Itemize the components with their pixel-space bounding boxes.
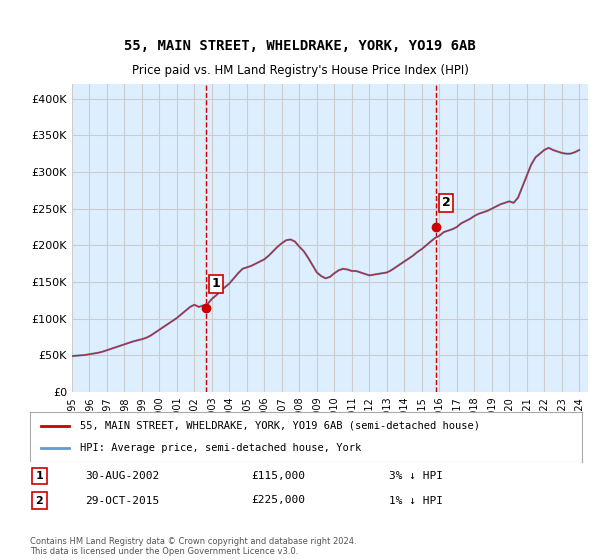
Text: 55, MAIN STREET, WHELDRAKE, YORK, YO19 6AB (semi-detached house): 55, MAIN STREET, WHELDRAKE, YORK, YO19 6… [80,421,479,431]
Text: HPI: Average price, semi-detached house, York: HPI: Average price, semi-detached house,… [80,443,361,453]
Text: 1% ↓ HPI: 1% ↓ HPI [389,496,443,506]
Text: 1: 1 [35,471,43,481]
Text: Price paid vs. HM Land Registry's House Price Index (HPI): Price paid vs. HM Land Registry's House … [131,64,469,77]
Text: Contains HM Land Registry data © Crown copyright and database right 2024.: Contains HM Land Registry data © Crown c… [30,537,356,546]
Text: 30-AUG-2002: 30-AUG-2002 [85,471,160,481]
Text: 55, MAIN STREET, WHELDRAKE, YORK, YO19 6AB: 55, MAIN STREET, WHELDRAKE, YORK, YO19 6… [124,39,476,53]
Text: 3% ↓ HPI: 3% ↓ HPI [389,471,443,481]
Text: £225,000: £225,000 [251,496,305,506]
Text: 29-OCT-2015: 29-OCT-2015 [85,496,160,506]
Text: 1: 1 [211,277,220,290]
Text: 2: 2 [442,197,451,209]
Text: This data is licensed under the Open Government Licence v3.0.: This data is licensed under the Open Gov… [30,547,298,556]
Text: £115,000: £115,000 [251,471,305,481]
Text: 2: 2 [35,496,43,506]
